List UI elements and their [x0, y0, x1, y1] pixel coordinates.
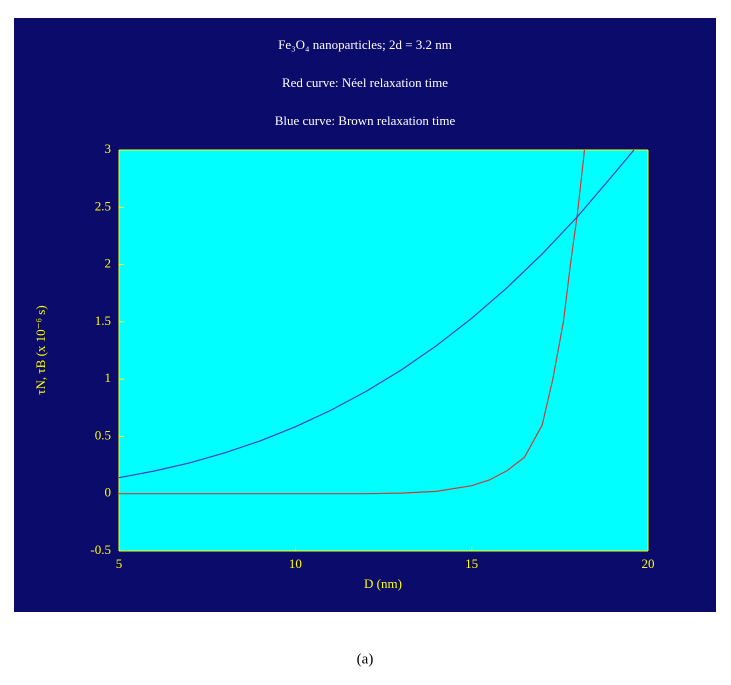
title-line: Red curve: Néel relaxation time: [282, 75, 448, 90]
y-tick-label: 0.5: [95, 427, 111, 442]
x-tick-label: 10: [289, 556, 302, 571]
y-tick-label: 1: [105, 370, 112, 385]
series-line: [118, 149, 635, 479]
x-tick-label: 15: [465, 556, 478, 571]
x-axis-label: D (nm): [364, 576, 402, 591]
y-tick-label: 2: [105, 256, 112, 271]
series-line: [119, 149, 586, 495]
y-tick-label: -0.5: [90, 542, 111, 557]
x-tick-label: 20: [642, 556, 655, 571]
y-tick-label: 3: [105, 141, 112, 156]
x-tick-label: 5: [116, 556, 123, 571]
y-axis-label: τN, τB (x 10⁻⁶ s): [33, 305, 48, 394]
title-line: Blue curve: Brown relaxation time: [275, 113, 456, 128]
y-tick-label: 0: [105, 485, 112, 500]
y-tick-label: 2.5: [95, 198, 111, 213]
caption: (a): [357, 651, 374, 667]
plot-area: [119, 150, 648, 551]
y-tick-label: 1.5: [95, 313, 111, 328]
title-line: Fe₃O₄ nanoparticles; 2d = 3.2 nm: [278, 37, 452, 52]
